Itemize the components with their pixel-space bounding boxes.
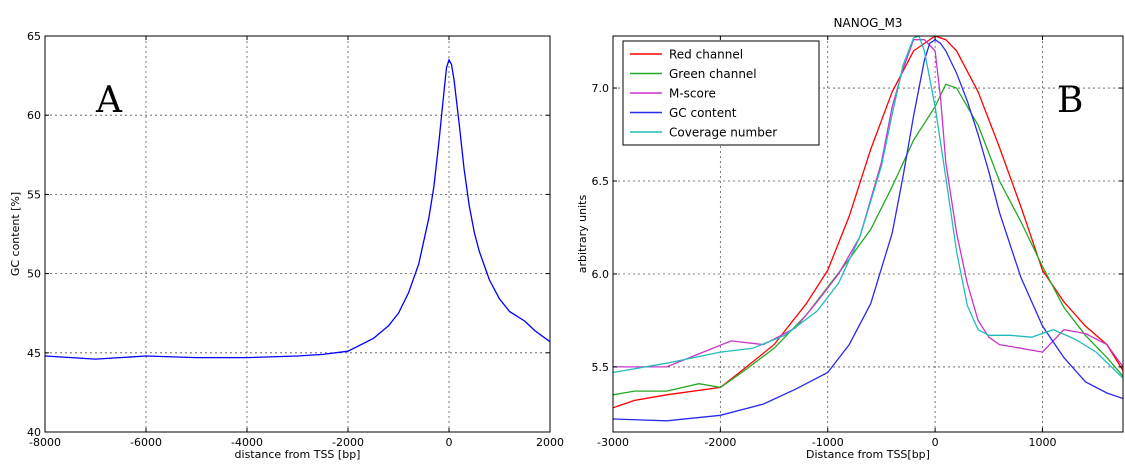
panel-a-y-tick-label: 45 bbox=[27, 347, 41, 360]
panel-b-y-axis-label: arbitrary units bbox=[576, 195, 589, 274]
panel-a-y-tick-label: 65 bbox=[27, 30, 41, 43]
panel-b-title: NANOG_M3 bbox=[834, 16, 903, 30]
panel-b-y-tick-label: 6.0 bbox=[592, 268, 610, 281]
panel-b-y-tick-label: 7.0 bbox=[592, 82, 610, 95]
panel-a-letter: A bbox=[95, 80, 123, 121]
panel-a-grid bbox=[45, 36, 550, 432]
panel-a-series-line-0 bbox=[45, 58, 550, 360]
panel-b-series-line-coverage-number bbox=[613, 36, 1123, 379]
panel-b-legend-label: GC content bbox=[669, 106, 737, 120]
panel-a-x-tick-label: -4000 bbox=[231, 436, 263, 449]
panel-a-y-tick-label: 55 bbox=[27, 188, 41, 201]
panel-a-plot-frame bbox=[44, 35, 551, 433]
panel-b-x-tick-label: -1000 bbox=[812, 436, 844, 449]
panel-b-y-tick-label: 6.5 bbox=[592, 175, 610, 188]
panel-a-y-axis-label: GC content [%] bbox=[9, 192, 22, 276]
panel-b-legend: Red channel Green channel M-score GC conten… bbox=[622, 40, 820, 146]
panel-a-x-tick-label: -2000 bbox=[332, 436, 364, 449]
panel-b-legend-label: M-score bbox=[669, 87, 716, 101]
panel-b-x-axis-label: Distance from TSS[bp] bbox=[806, 448, 930, 461]
panel-b-legend-label: Coverage number bbox=[669, 126, 777, 140]
panel-a-x-tick-label: -8000 bbox=[29, 436, 61, 449]
panel-a-x-tick-label: 2000 bbox=[536, 436, 564, 449]
panel-a-y-tick-label: 60 bbox=[27, 109, 41, 122]
panel-b-x-tick-label: -2000 bbox=[704, 436, 736, 449]
panel-a-gc-content-chart: GC content [%] distance from TSS [bp] -8… bbox=[9, 30, 564, 461]
panel-b-x-tick-label: 1000 bbox=[1028, 436, 1056, 449]
panel-a-x-tick-label: 0 bbox=[446, 436, 453, 449]
panel-b-nanog-chart: NANOG_M3 arbitrary units Distance from T… bbox=[576, 16, 1124, 461]
panel-a-x-axis-label: distance from TSS [bp] bbox=[235, 448, 361, 461]
panel-b-x-tick-label: -3000 bbox=[597, 436, 629, 449]
panel-b-legend-label: Red channel bbox=[669, 48, 743, 62]
panel-a-x-tick-label: -6000 bbox=[130, 436, 162, 449]
panel-b-plot-frame bbox=[612, 35, 1124, 433]
panel-b-x-tick-label: 0 bbox=[932, 436, 939, 449]
panel-b-series-line-green-channel bbox=[613, 83, 1123, 396]
panel-a-y-tick-label: 40 bbox=[27, 426, 41, 439]
panel-a-y-tick-label: 50 bbox=[27, 268, 41, 281]
panel-b-y-tick-label: 5.5 bbox=[592, 361, 610, 374]
panel-b-letter: B bbox=[1057, 80, 1083, 121]
panel-b-legend-label: Green channel bbox=[669, 67, 757, 81]
